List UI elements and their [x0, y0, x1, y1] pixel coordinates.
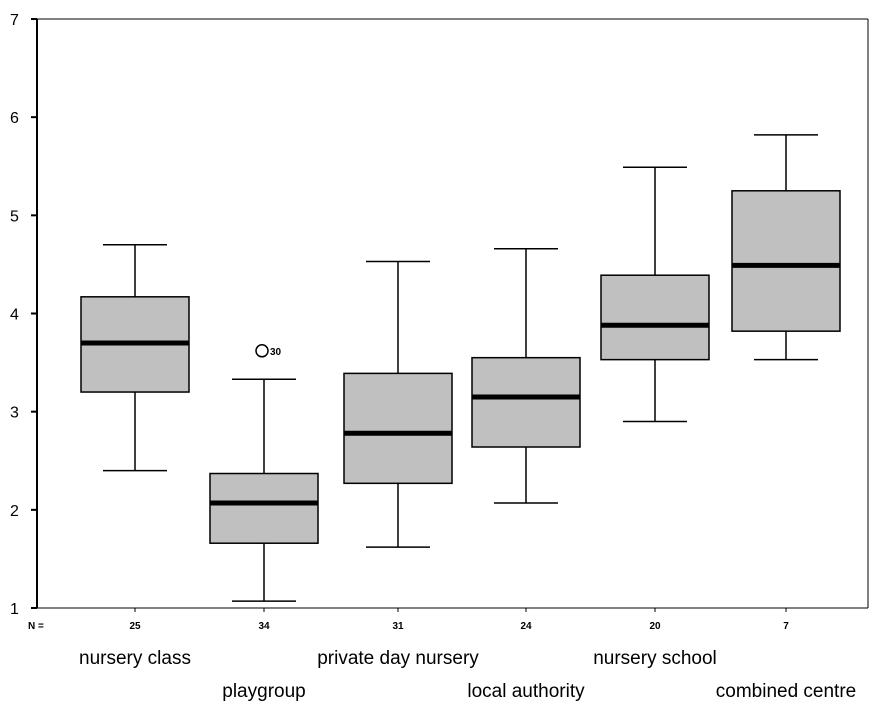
n-count-2: 31 — [392, 621, 404, 632]
iqr-box — [343, 372, 453, 485]
box-group-0 — [80, 244, 190, 472]
y-tick-label-3: 3 — [10, 405, 19, 422]
n-count-4: 20 — [649, 621, 661, 632]
y-tick-label-5: 5 — [10, 208, 19, 225]
y-tick-label-4: 4 — [10, 307, 19, 324]
iqr-box — [731, 190, 841, 332]
category-label-4: nursery school — [593, 648, 717, 669]
category-label-5: combined centre — [716, 681, 856, 702]
y-tick-label-2: 2 — [10, 503, 19, 520]
box-group-1: 30 — [209, 344, 319, 602]
n-count-0: 25 — [129, 621, 141, 632]
iqr-box — [209, 472, 319, 544]
box-group-2 — [343, 260, 453, 548]
y-tick-label-7: 7 — [10, 12, 19, 29]
n-count-1: 34 — [258, 621, 270, 632]
n-label: N = — [28, 621, 44, 632]
outlier-label: 30 — [270, 347, 282, 358]
outlier-marker — [255, 344, 269, 358]
n-count-3: 24 — [520, 621, 532, 632]
boxes: 30 — [80, 134, 841, 602]
category-label-2: private day nursery — [317, 648, 479, 669]
category-label-3: local authority — [467, 681, 585, 702]
iqr-box — [600, 274, 710, 361]
box-group-3 — [471, 247, 581, 504]
y-tick-label-6: 6 — [10, 110, 19, 127]
box-group-5 — [731, 134, 841, 361]
iqr-box — [471, 356, 581, 448]
labels: 25 34 31 24 20 7 nursery class playgroup private… — [79, 621, 856, 702]
y-tick-label-1: 1 — [10, 601, 19, 618]
category-label-1: playgroup — [222, 681, 305, 702]
category-label-0: nursery class — [79, 648, 191, 669]
n-count-5: 7 — [783, 621, 789, 632]
axes: 1 2 3 4 5 6 7 — [10, 12, 869, 618]
box-group-4 — [600, 166, 710, 423]
